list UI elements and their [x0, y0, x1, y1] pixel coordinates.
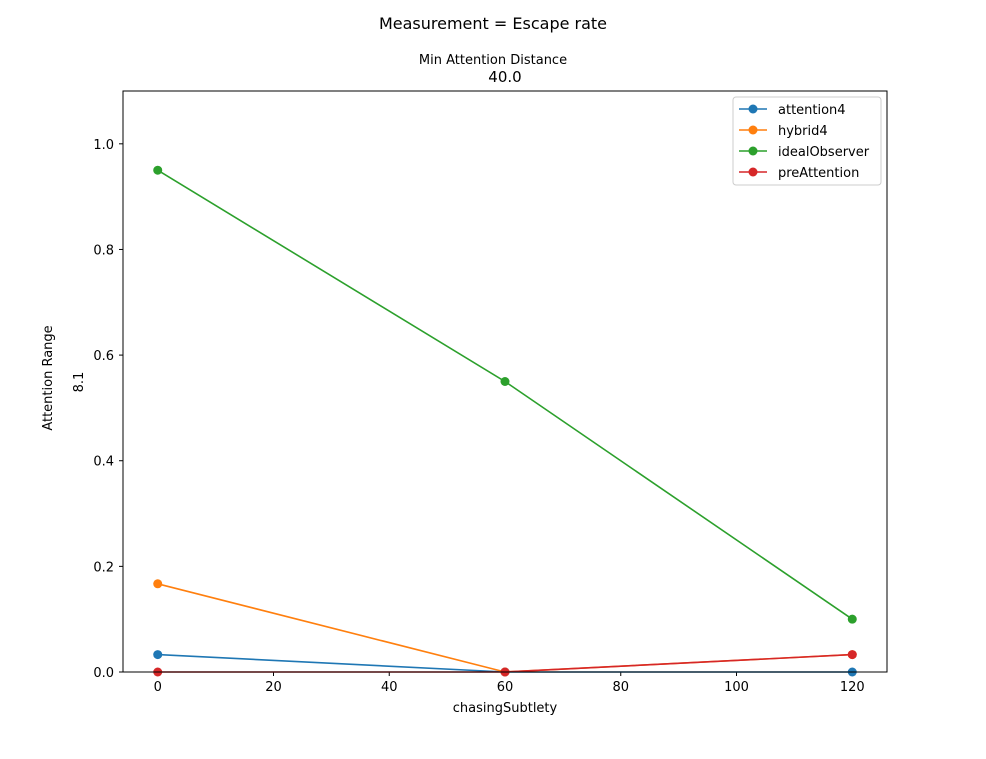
data-point-preattention	[847, 650, 857, 660]
y-tick-label: 0.0	[93, 666, 114, 681]
legend-marker-preattention	[748, 167, 758, 177]
series-line-idealobserver	[157, 169, 853, 620]
legend-label-hybrid4: hybrid4	[778, 124, 828, 139]
data-point-idealobserver	[500, 377, 510, 386]
plot-frame	[122, 90, 888, 673]
x-axis-ticks: 0 20 40 60 80 100 120	[154, 672, 865, 695]
series-layer	[153, 165, 857, 677]
data-point-hybrid4	[153, 579, 163, 589]
legend-marker-idealobserver	[748, 146, 758, 156]
series-line-hybrid4	[157, 583, 853, 673]
y-axis-label-outer: Attention Range	[41, 325, 56, 430]
legend: attention4 hybrid4 idealObserver preAttenti…	[732, 96, 882, 186]
data-point-attention4	[153, 650, 163, 660]
panel-title-line2: 40.0	[488, 68, 521, 86]
y-axis-ticks: 0.0 0.2 0.4 0.6 0.8 1.0	[93, 138, 123, 681]
x-axis-label: chasingSubtlety	[453, 701, 558, 716]
x-tick-label: 80	[612, 680, 629, 695]
x-tick-label: 40	[381, 680, 398, 695]
x-tick-label: 100	[724, 680, 749, 695]
y-tick-label: 0.2	[93, 560, 114, 575]
legend-marker-attention4	[748, 104, 758, 114]
legend-label-preattention: preAttention	[778, 166, 859, 181]
data-point-idealobserver	[153, 165, 163, 175]
x-tick-label: 0	[154, 680, 162, 695]
panel-title-line1: Min Attention Distance	[419, 53, 567, 68]
x-tick-label: 120	[840, 680, 865, 695]
legend-marker-hybrid4	[748, 125, 758, 135]
y-tick-label: 0.4	[93, 455, 114, 470]
x-tick-label: 20	[265, 680, 282, 695]
legend-label-idealobserver: idealObserver	[778, 145, 870, 160]
data-point-idealobserver	[847, 614, 857, 624]
y-tick-label: 1.0	[93, 138, 114, 153]
x-tick-label: 60	[497, 680, 514, 695]
y-tick-label: 0.6	[93, 349, 114, 364]
legend-label-attention4: attention4	[778, 103, 846, 118]
legend-frame	[732, 96, 882, 186]
y-axis-label-inner: 8.1	[72, 372, 87, 393]
figure-suptitle: Measurement = Escape rate	[379, 14, 607, 33]
y-tick-label: 0.8	[93, 243, 114, 258]
